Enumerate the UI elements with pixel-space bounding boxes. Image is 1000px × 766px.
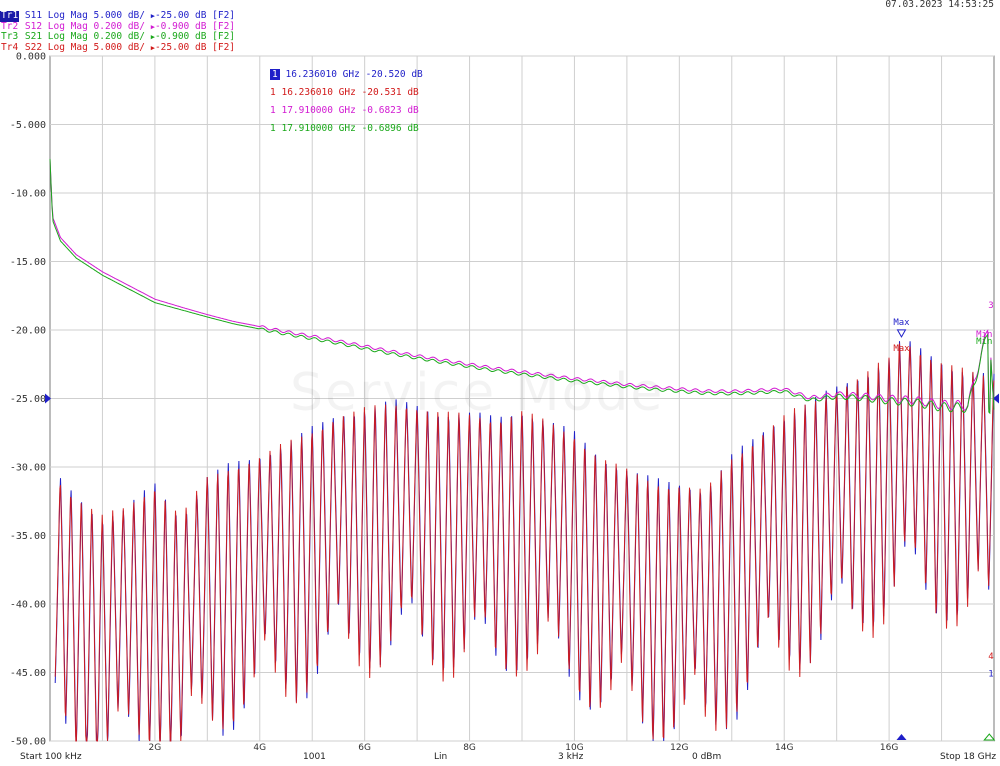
stop-frequency[interactable]: Stop 18 GHz [940, 752, 997, 762]
y-tick-label: -50.00 [10, 737, 46, 748]
marker-position-icon[interactable] [983, 733, 996, 741]
trace-id[interactable]: Tr2 [1, 20, 19, 32]
vna-chart[interactable]: 0.000 -5.000 -10.00 -15.00 -20.00 -25.00 -30.0… [0, 0, 1000, 750]
trace-id[interactable]: Tr3 [1, 31, 19, 42]
marker-value: -20.531 dB [361, 87, 419, 98]
marker-frequency: 17.910000 GHz [281, 123, 356, 134]
x-tick-label: 6G [358, 743, 371, 750]
trace-description: S22 Log Mag 5.000 dB/ [19, 41, 151, 53]
ref-arrow-icon: ▶ [150, 33, 155, 41]
y-tick-label: -45.00 [10, 668, 46, 679]
status-bar: Start 100 kHz 1001 Lin 3 kHz 0 dBm Stop … [0, 750, 1000, 766]
top-bar: 07.03.2023 14:53:25 [0, 0, 1000, 10]
marker-value: -20.520 dB [365, 69, 423, 80]
ref-arrow-icon: ▶ [150, 12, 155, 20]
trace-legend-row[interactable]: Tr2 S12 Log Mag 0.200 dB/ ▶-0.900 dB [F2… [0, 20, 236, 33]
x-tick-label: 2G [149, 743, 162, 750]
y-tick-label: -40.00 [10, 600, 46, 611]
marker-frequency: 16.236010 GHz [281, 87, 356, 98]
marker-number: 1 [270, 123, 276, 134]
x-tick-label: 14G [775, 743, 793, 750]
y-tick-label: -30.00 [10, 463, 46, 474]
marker-readout-row: 1 17.910000 GHz -0.6823 dB [270, 102, 423, 120]
marker-number: 1 [270, 105, 276, 116]
ref-level-right-icon[interactable] [993, 393, 999, 404]
trace-legend: Tr1 S11 Log Mag 5.000 dB/ ▶-25.00 dB [F2… [0, 10, 236, 54]
trace-legend-row[interactable]: Tr4 S22 Log Mag 5.000 dB/ ▶-25.00 dB [F2… [0, 41, 236, 54]
ref-arrow-icon: ▶ [150, 43, 155, 52]
marker-readout-row: 1 16.236010 GHz -20.520 dB [270, 66, 423, 84]
source-power[interactable]: 0 dBm [692, 752, 722, 762]
trace-legend-row[interactable]: Tr1 S11 Log Mag 5.000 dB/ ▶-25.00 dB [F2… [0, 10, 236, 22]
series-line-s21 [49, 158, 995, 415]
trace-description: S12 Log Mag 0.200 dB/ [19, 20, 151, 32]
y-tick-label: -35.00 [10, 531, 46, 542]
series-line-s22 [54, 343, 995, 742]
marker-frequency: 16.236010 GHz [285, 69, 360, 80]
x-tick-label: 8G [463, 743, 476, 750]
trace-id[interactable]: Tr4 [1, 41, 19, 53]
marker-min-label: Min [976, 337, 992, 347]
trace-reference: -25.00 dB [F2] [154, 10, 236, 21]
y-tick-label: -15.00 [10, 257, 46, 268]
trace-end-label: 3 [988, 301, 993, 311]
marker-1-triangle-icon[interactable] [896, 329, 907, 338]
trace-reference: -0.900 dB [F2] [154, 20, 236, 32]
marker-value: -0.6823 dB [361, 105, 419, 116]
marker-position-icon[interactable] [896, 734, 907, 740]
y-tick-label: -20.00 [10, 326, 46, 337]
trace-reference: -0.900 dB [F2] [154, 31, 236, 42]
trace-reference: -25.00 dB [F2] [154, 41, 236, 53]
marker-max-label: Max [893, 318, 910, 328]
marker-min-label: Min [976, 330, 992, 340]
y-tick-label: -10.00 [10, 189, 46, 200]
series-line-s12 [49, 158, 995, 412]
x-tick-label: 16G [880, 743, 898, 750]
marker-readout: 1 16.236010 GHz -20.520 dB 1 16.236010 GH… [270, 66, 423, 138]
sweep-type[interactable]: Lin [434, 752, 448, 762]
start-frequency[interactable]: Start 100 kHz [20, 752, 82, 762]
marker-frequency: 17.910000 GHz [281, 105, 356, 116]
sweep-points[interactable]: 1001 [303, 752, 326, 762]
trace-id[interactable]: Tr1 [0, 10, 20, 22]
marker-max-label: Max [893, 344, 910, 354]
y-tick-label: 0.000 [16, 52, 46, 63]
marker-readout-row: 1 17.910000 GHz -0.6896 dB [270, 120, 423, 138]
marker-value: -0.6896 dB [361, 123, 419, 134]
x-tick-label: 4G [253, 743, 266, 750]
y-tick-label: -5.000 [10, 120, 46, 131]
y-tick-label: -25.00 [10, 394, 46, 405]
marker-readout-row: 1 16.236010 GHz -20.531 dB [270, 84, 423, 102]
trace-description: S21 Log Mag 0.200 dB/ [19, 31, 151, 42]
trace-legend-row[interactable]: Tr3 S21 Log Mag 0.200 dB/ ▶-0.900 dB [F2… [0, 31, 236, 43]
ref-arrow-icon: ▶ [150, 22, 155, 31]
x-tick-label: 12G [670, 743, 688, 750]
trace-end-label: 1 [988, 670, 993, 680]
timestamp: 07.03.2023 14:53:25 [885, 0, 994, 10]
if-bandwidth[interactable]: 3 kHz [558, 752, 584, 762]
trace-description: S11 Log Mag 5.000 dB/ [19, 10, 151, 21]
ref-level-left-icon[interactable] [45, 393, 51, 404]
x-tick-label: 10G [565, 743, 583, 750]
marker-number: 1 [270, 69, 280, 80]
marker-number: 1 [270, 87, 276, 98]
trace-end-label: 4 [988, 652, 993, 662]
